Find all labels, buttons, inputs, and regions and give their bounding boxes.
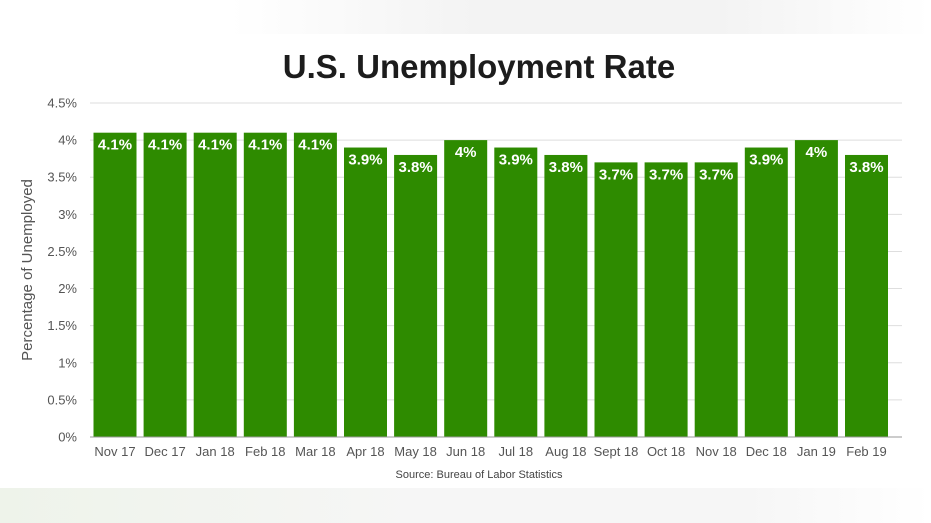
bar-value-label: 3.7%	[599, 166, 633, 183]
x-tick-label: Jun 18	[446, 444, 485, 459]
bar	[744, 147, 788, 438]
x-tick-label: May 18	[394, 444, 437, 459]
bar-value-label: 4.1%	[198, 137, 232, 154]
x-tick-label: Jul 18	[498, 444, 533, 459]
x-tick-label: Dec 18	[746, 444, 787, 459]
bar-value-label: 3.9%	[749, 152, 783, 169]
bar	[494, 147, 538, 438]
y-axis-label: Percentage of Unemployed	[19, 179, 36, 361]
y-tick-label: 0.5%	[47, 392, 77, 407]
x-tick-label: Feb 18	[245, 444, 285, 459]
x-tick-label: Aug 18	[545, 444, 586, 459]
chart-title: U.S. Unemployment Rate	[283, 48, 675, 85]
bar-value-label: 4.1%	[248, 137, 282, 154]
x-tick-label: Dec 17	[144, 444, 185, 459]
bar-value-label: 4.1%	[148, 137, 182, 154]
bar-value-label: 3.9%	[499, 152, 533, 169]
bar	[444, 140, 488, 437]
y-tick-label: 4%	[58, 133, 77, 148]
bar	[544, 154, 588, 437]
bar-value-label: 3.8%	[549, 159, 583, 176]
bar	[644, 162, 688, 437]
y-axis-ticks: 0% 0.5% 1% 1.5% 2% 2.5% 3% 3.5% 4% 4.5%	[47, 96, 77, 445]
bar	[293, 132, 337, 437]
bar	[694, 162, 738, 437]
y-tick-label: 2.5%	[47, 244, 77, 259]
y-tick-label: 3.5%	[47, 170, 77, 185]
y-tick-label: 0%	[58, 430, 77, 445]
source-note: Source: Bureau of Labor Statistics	[396, 469, 563, 481]
bar-value-label: 3.7%	[699, 166, 733, 183]
y-tick-label: 3%	[58, 207, 77, 222]
bar	[344, 147, 387, 438]
x-tick-label: Mar 18	[295, 444, 335, 459]
x-tick-label: Jan 19	[797, 444, 836, 459]
bar	[93, 132, 137, 437]
x-tick-label: Jan 18	[196, 444, 235, 459]
bar	[394, 154, 438, 437]
x-tick-label: Apr 18	[346, 444, 384, 459]
bar	[845, 154, 888, 437]
bar	[193, 132, 237, 437]
bar-value-label: 4.1%	[298, 137, 332, 154]
x-tick-label: Nov 18	[696, 444, 737, 459]
x-tick-label: Oct 18	[647, 444, 685, 459]
y-tick-label: 4.5%	[47, 96, 77, 111]
bar	[243, 132, 287, 437]
background-band-top	[230, 0, 930, 34]
bar-value-label: 3.8%	[849, 159, 883, 176]
bars: 4.1% 4.1% 4.1% 4.1% 4.1% 3.9% 3.8% 4% 3.9% 3.8% 3.…	[93, 132, 888, 438]
bar-value-label: 3.9%	[348, 152, 382, 169]
x-axis-ticks: Nov 17 Dec 17 Jan 18 Feb 18 Mar 18 Apr 18 May …	[94, 444, 886, 459]
bar	[143, 132, 187, 437]
bar	[794, 140, 838, 437]
bar	[594, 162, 638, 437]
background-band-bottom	[0, 488, 931, 523]
bar-value-label: 3.7%	[649, 166, 683, 183]
y-tick-label: 1%	[58, 355, 77, 370]
x-tick-label: Nov 17	[94, 444, 135, 459]
bar-value-label: 3.8%	[398, 159, 432, 176]
bar-value-label: 4%	[806, 144, 828, 161]
bar-value-label: 4%	[455, 144, 477, 161]
bar-value-label: 4.1%	[98, 137, 132, 154]
y-tick-label: 1.5%	[47, 318, 77, 333]
y-tick-label: 2%	[58, 281, 77, 296]
x-tick-label: Sept 18	[594, 444, 639, 459]
x-tick-label: Feb 19	[846, 444, 886, 459]
